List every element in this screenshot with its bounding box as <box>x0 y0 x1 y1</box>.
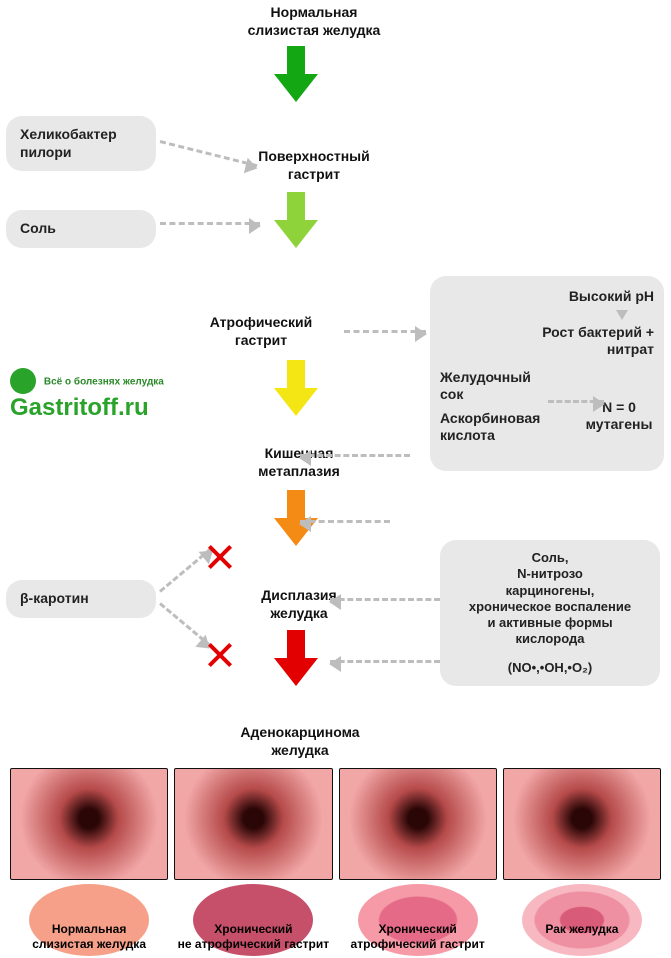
cross-icon <box>206 642 232 668</box>
endoscopy-image <box>10 768 168 880</box>
swatch-label: Рак желудка <box>503 922 661 952</box>
risks-formula: (NO•,•OH,•O₂) <box>454 660 646 676</box>
stage-normal: Нормальная слизистая желудка <box>214 4 414 39</box>
right-panel: Высокий pH Рост бактерий + нитрат Желудо… <box>430 276 664 471</box>
stage-dysplasia: Дисплазия желудка <box>214 587 384 622</box>
dashed-connector <box>300 520 390 523</box>
logo-title: Gastritoff.ru <box>10 394 149 421</box>
high-ph-label: Высокий pH <box>440 288 654 306</box>
risks-box: Соль, N-нитрозо карциногены, хроническое… <box>440 540 660 686</box>
factor-salt: Соль <box>6 210 156 248</box>
dashed-connector <box>159 548 211 593</box>
stage-adeno: Аденокарцинома желудка <box>200 724 400 759</box>
swatch-label: Нормальная слизистая желудка <box>10 922 168 952</box>
endoscopy-row <box>10 768 661 880</box>
dashed-connector <box>159 602 211 647</box>
juice-to-mutagen-arrow <box>548 400 604 403</box>
down-arrow-icon <box>616 310 628 320</box>
dashed-connector <box>330 598 440 601</box>
bottom-label-row: Нормальная слизистая желудкаХронический … <box>10 922 661 952</box>
stage-atrophic: Атрофический гастрит <box>176 314 346 349</box>
juice-label: Желудочный сок <box>440 369 584 404</box>
stage-superficial: Поверхностный гастрит <box>214 148 414 183</box>
site-logo: Всё о болезнях желудка Gastritoff.ru <box>10 368 164 422</box>
dashed-connector <box>330 660 440 663</box>
cross-icon <box>206 544 232 570</box>
diagram-canvas: Нормальная слизистая желудка Поверхностны… <box>0 0 671 958</box>
logo-icon <box>10 368 36 394</box>
endoscopy-image <box>503 768 661 880</box>
bacteria-label: Рост бактерий + нитрат <box>440 324 654 359</box>
factor-bcarotene: β-каротин <box>6 580 156 618</box>
factor-hpylori: Хеликобактер пилори <box>6 116 156 171</box>
ascorbic-label: Аскорбиновая кислота <box>440 410 584 445</box>
dashed-connector <box>300 454 410 457</box>
logo-subtitle: Всё о болезнях желудка <box>44 377 164 388</box>
endoscopy-image <box>174 768 332 880</box>
swatch-label: Хронический атрофический гастрит <box>339 922 497 952</box>
risks-text: Соль, N-нитрозо карциногены, хроническое… <box>454 550 646 648</box>
swatch-label: Хронический не атрофический гастрит <box>174 922 332 952</box>
dashed-connector <box>344 330 426 333</box>
dashed-connector <box>160 222 260 225</box>
endoscopy-image <box>339 768 497 880</box>
